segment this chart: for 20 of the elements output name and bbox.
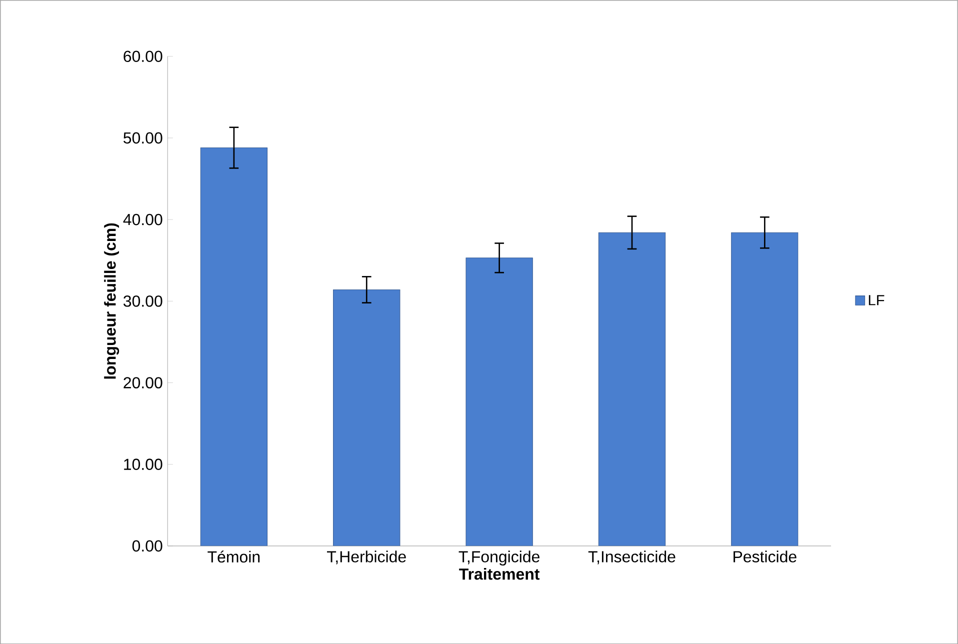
y-tick-label: 20.00 (124, 376, 162, 388)
x-tick-label: Témoin (208, 550, 260, 562)
y-tick-label: 40.00 (123, 214, 162, 226)
x-tick-label: T,Herbicide (327, 550, 406, 564)
x-tick-label: T,Insecticide (588, 550, 676, 564)
x-tick-label: Pesticide (734, 550, 796, 562)
bar (466, 258, 533, 546)
legend-label: LF (868, 294, 884, 306)
y-tick-label: 10.00 (124, 458, 162, 470)
y-tick-label: 50.00 (124, 132, 162, 144)
y-axis-title: longueur feuille (cm) (104, 223, 120, 379)
bar (200, 147, 268, 546)
x-axis-title: Traitement (459, 568, 540, 580)
bar (333, 289, 400, 546)
y-tick-label: 60.00 (124, 50, 162, 62)
x-tick-label: T,Fongicide (458, 550, 540, 566)
y-tick-label: 30.00 (123, 295, 162, 307)
bar (598, 232, 666, 546)
bar (731, 232, 798, 546)
y-tick-label: 0.00 (132, 540, 162, 552)
